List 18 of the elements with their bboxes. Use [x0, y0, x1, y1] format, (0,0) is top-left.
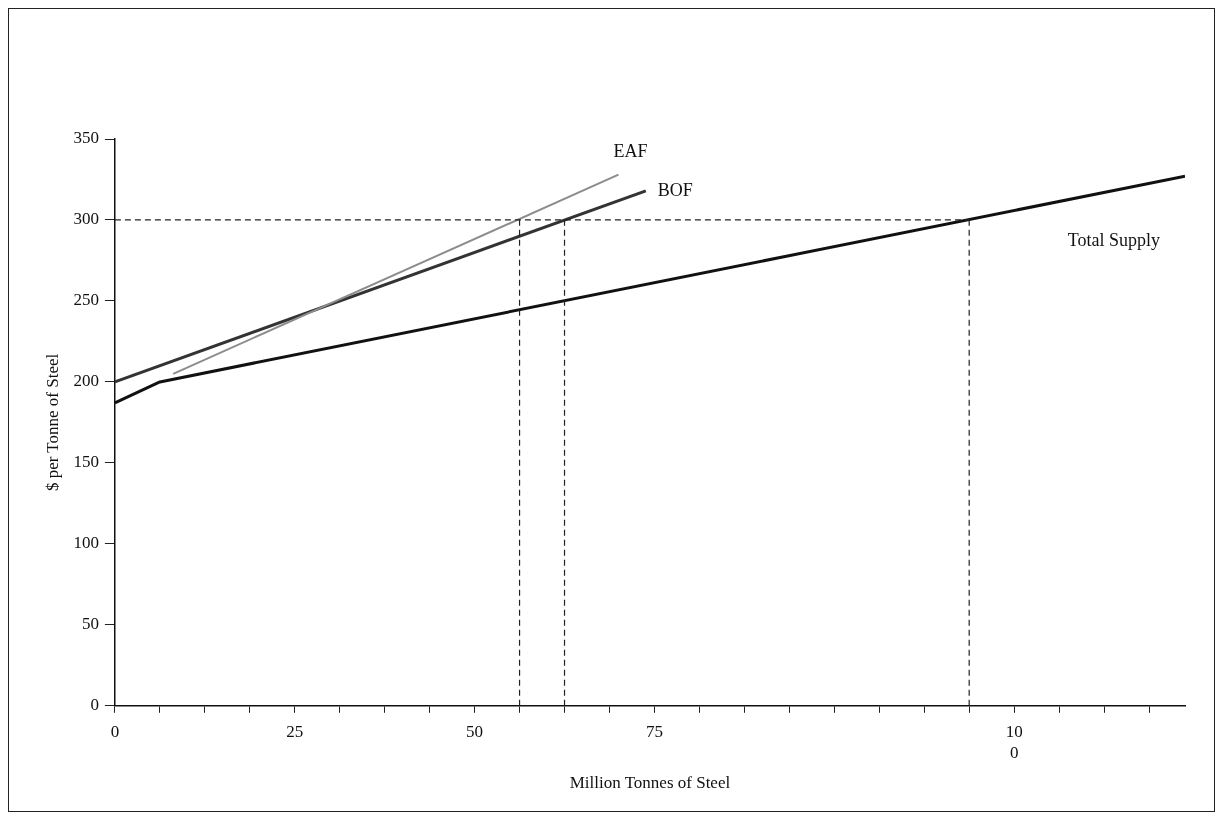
series-label: EAF — [613, 141, 648, 162]
y-tick-label: 200 — [73, 371, 99, 391]
y-axis-title: $ per Tonne of Steel — [42, 353, 62, 492]
x-tick-label: 0 — [110, 722, 120, 742]
x-tick-label: 75 — [645, 722, 663, 742]
x-tick-label: 25 — [286, 722, 304, 742]
y-tick-label: 0 — [90, 695, 99, 715]
x-tick-label: 10 0 — [1005, 722, 1023, 762]
y-tick-label: 50 — [81, 614, 99, 634]
y-tick-label: 100 — [73, 533, 99, 553]
x-tick-label: 50 — [466, 722, 484, 742]
x-axis-title: Million Tonnes of Steel — [569, 773, 731, 793]
y-tick-label: 350 — [73, 128, 99, 148]
y-tick-label: 300 — [73, 209, 99, 229]
y-tick-label: 250 — [73, 290, 99, 310]
series-label: BOF — [657, 179, 693, 200]
series-label: Total Supply — [1067, 229, 1160, 250]
y-tick-label: 150 — [73, 452, 99, 472]
